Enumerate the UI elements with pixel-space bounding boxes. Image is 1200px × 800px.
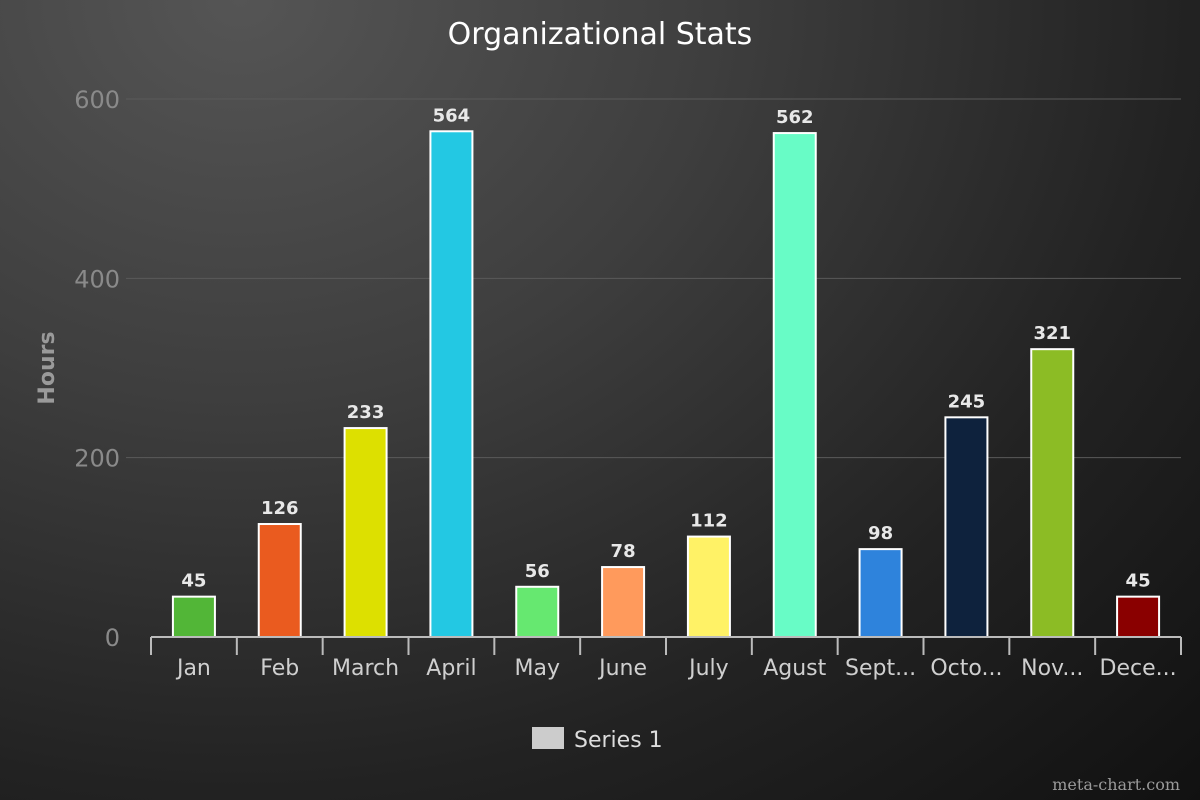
data-label: 562: [776, 107, 814, 128]
x-tick-label: March: [332, 656, 399, 681]
x-tick-label: Sept...: [845, 656, 916, 681]
bar-6[interactable]: [601, 566, 646, 638]
chart-title: Organizational Stats: [448, 17, 753, 52]
bar-8[interactable]: [772, 132, 817, 638]
bar-9[interactable]: [858, 548, 903, 638]
data-label: 98: [868, 523, 893, 544]
bar-12[interactable]: [1116, 595, 1161, 639]
bar-4[interactable]: [429, 130, 474, 638]
x-tick-label: Octo...: [930, 656, 1002, 681]
y-tick-label: 0: [105, 624, 120, 652]
bar-10[interactable]: [944, 416, 989, 639]
bar-5[interactable]: [515, 585, 560, 639]
x-tick-label: Nov...: [1021, 656, 1083, 681]
legend[interactable]: Series 1: [532, 727, 663, 753]
data-label: 233: [347, 402, 385, 423]
data-label: 245: [948, 391, 986, 412]
bar-11[interactable]: [1030, 348, 1075, 638]
data-label: 56: [525, 561, 550, 582]
data-label: 126: [261, 498, 299, 519]
bar-2[interactable]: [257, 523, 302, 639]
legend-series-label: Series 1: [574, 728, 663, 753]
data-labels: 45 126 233 564 56 78 112 562 98 245 321 45: [181, 105, 1150, 591]
data-label: 112: [690, 511, 728, 532]
data-label: 45: [181, 571, 206, 592]
data-label: 564: [433, 105, 471, 126]
bar-7[interactable]: [686, 535, 731, 638]
y-tick-label: 200: [74, 445, 120, 473]
y-axis-ticks: 0 200 400 600: [74, 86, 120, 652]
x-tick-label: April: [426, 656, 476, 681]
x-tick-label: Agust: [763, 656, 826, 681]
data-label: 45: [1126, 571, 1151, 592]
bars: [171, 130, 1161, 639]
bar-1[interactable]: [171, 595, 216, 639]
x-tick-label: May: [515, 656, 560, 681]
y-axis-label: Hours: [35, 331, 60, 404]
data-label: 321: [1033, 323, 1071, 344]
grid-lines: [126, 98, 1181, 459]
legend-swatch: [532, 727, 564, 749]
y-tick-label: 600: [74, 86, 120, 114]
credit-text: meta-chart.com: [1052, 775, 1180, 794]
bar-3[interactable]: [343, 427, 388, 638]
x-tick-label: Jan: [175, 656, 211, 681]
y-tick-label: 400: [74, 265, 120, 293]
x-tick-label: Feb: [260, 656, 299, 681]
x-tick-label: June: [597, 656, 647, 681]
x-axis: Jan Feb March April May June July Agust Sept... O…: [150, 636, 1182, 681]
data-label: 78: [611, 541, 636, 562]
x-tick-label: Dece...: [1100, 656, 1177, 681]
x-tick-label: July: [687, 656, 729, 681]
